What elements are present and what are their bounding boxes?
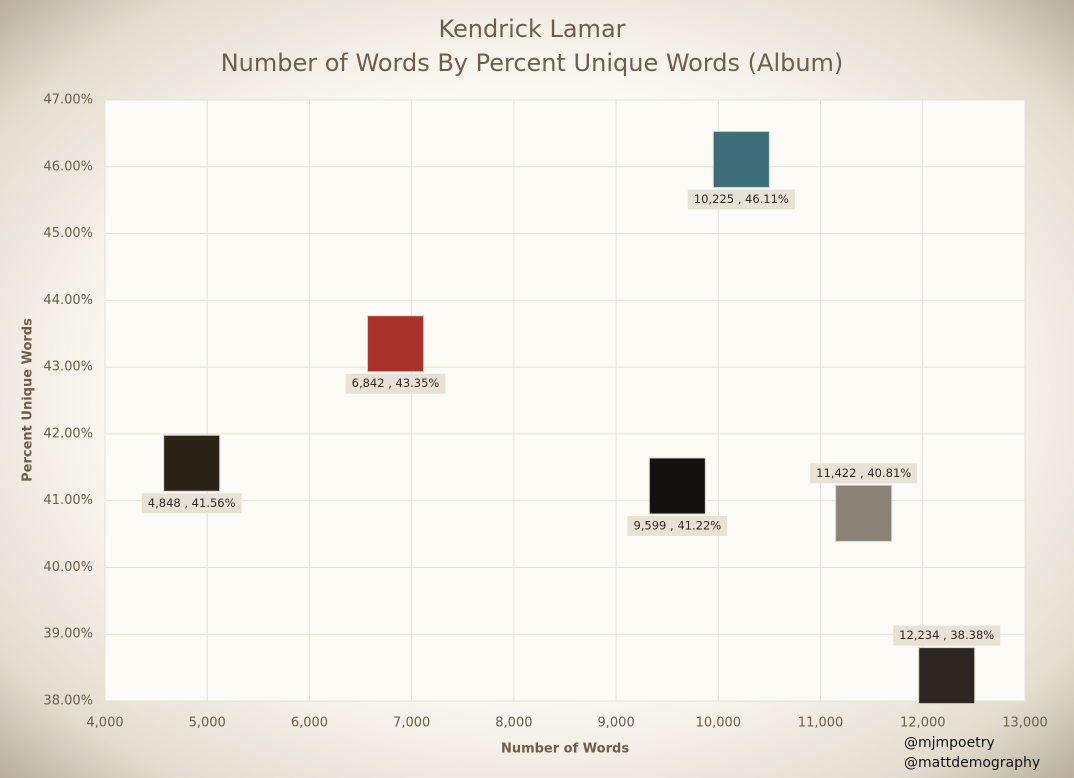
- y-tick-label: 41.00%: [43, 493, 93, 508]
- y-tick-label: 40.00%: [43, 560, 93, 575]
- value-label-bg: [687, 189, 795, 210]
- chart-subtitle: Number of Words By Percent Unique Words …: [221, 49, 844, 77]
- x-tick-label: 5,000: [189, 716, 226, 731]
- point-marker: [835, 484, 893, 542]
- y-tick-label: 45.00%: [43, 226, 93, 241]
- plot-area: [105, 100, 1025, 701]
- value-label-bg: [627, 515, 728, 536]
- value-label: 4,848 , 41.56%: [148, 496, 236, 510]
- point-marker: [648, 457, 706, 515]
- x-tick-label: 7,000: [393, 716, 430, 731]
- point-marker: [367, 315, 425, 373]
- point-marker: [712, 130, 770, 188]
- value-label: 6,842 , 43.35%: [352, 376, 440, 390]
- x-tick-label: 12,000: [900, 716, 946, 731]
- value-label-bg: [345, 373, 446, 394]
- y-tick-label: 44.00%: [43, 293, 93, 308]
- x-tick-label: 11,000: [798, 716, 844, 731]
- chart-title: Kendrick Lamar: [438, 15, 625, 43]
- value-label-bg: [141, 493, 242, 514]
- x-tick-label: 4,000: [86, 716, 123, 731]
- x-tick-label: 9,000: [598, 716, 635, 731]
- value-label-bg: [810, 463, 918, 484]
- y-tick-label: 42.00%: [43, 426, 93, 441]
- y-tick-label: 39.00%: [43, 627, 93, 642]
- credit: @mjmpoetry: [904, 735, 995, 751]
- value-label: 10,225 , 46.11%: [694, 192, 789, 206]
- x-tick-label: 6,000: [291, 716, 328, 731]
- value-label: 11,422 , 40.81%: [816, 466, 911, 480]
- value-label: 9,599 , 41.22%: [633, 518, 721, 532]
- point-marker: [918, 647, 976, 705]
- y-tick-label: 43.00%: [43, 360, 93, 375]
- x-tick-label: 13,000: [1002, 716, 1048, 731]
- point-marker: [163, 434, 221, 492]
- x-tick-label: 8,000: [495, 716, 532, 731]
- value-label: 12,234 , 38.38%: [899, 628, 994, 642]
- y-tick-label: 46.00%: [43, 159, 93, 174]
- y-tick-label: 38.00%: [43, 694, 93, 709]
- x-tick-label: 10,000: [696, 716, 742, 731]
- value-label-bg: [893, 625, 1001, 646]
- x-axis-label: Number of Words: [501, 742, 629, 757]
- y-tick-label: 47.00%: [43, 93, 93, 108]
- credit: @mattdemography: [904, 755, 1040, 771]
- y-axis-label: Percent Unique Words: [21, 318, 36, 482]
